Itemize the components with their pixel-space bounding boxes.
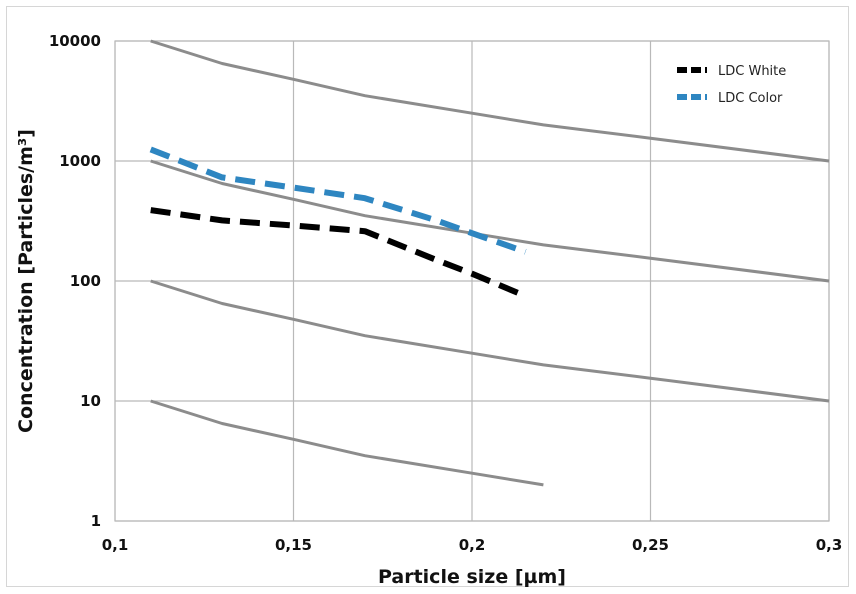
reference-line [150, 399, 544, 487]
y-tick-label: 1000 [59, 152, 101, 170]
x-tick-label: 0,25 [632, 536, 669, 554]
series-line [150, 207, 527, 299]
x-axis-title: Particle size [µm] [378, 566, 566, 588]
y-tick-label: 1 [91, 512, 101, 530]
y-axis-ticks: 1 10 100 1000 10000 [49, 32, 101, 530]
legend-label: LDC White [718, 64, 786, 79]
y-tick-label: 10 [80, 392, 101, 410]
x-axis-ticks: 0,1 0,15 0,2 0,25 0,3 [102, 536, 843, 554]
reference-line [150, 39, 830, 163]
legend: LDC White LDC Color [677, 64, 786, 106]
series-line [149, 146, 527, 255]
chart-frame [6, 6, 849, 587]
x-tick-label: 0,3 [816, 536, 843, 554]
reference-line [150, 159, 830, 283]
x-tick-label: 0,1 [102, 536, 129, 554]
reference-lines [150, 39, 830, 487]
reference-line [150, 279, 830, 403]
y-axis-title: Concentration [Particles/m³] [15, 129, 37, 433]
legend-label: LDC Color [718, 91, 783, 106]
y-tick-label: 10000 [49, 32, 101, 50]
x-tick-label: 0,2 [459, 536, 486, 554]
grid [114, 40, 830, 522]
y-tick-label: 100 [70, 272, 101, 290]
x-tick-label: 0,15 [275, 536, 312, 554]
series-lines [149, 146, 527, 299]
